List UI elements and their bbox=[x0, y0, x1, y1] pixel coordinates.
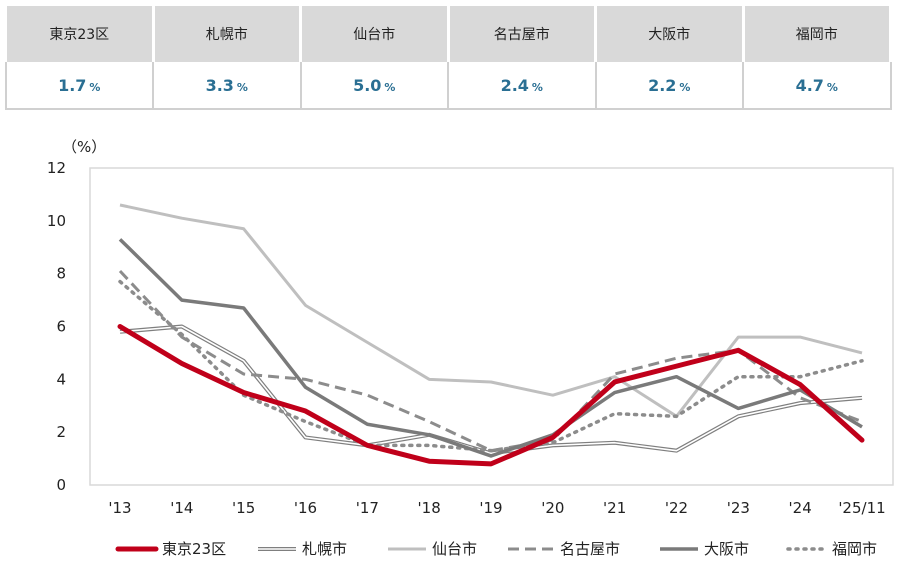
y-tick-label: 10 bbox=[47, 212, 66, 230]
x-tick-label: '19 bbox=[479, 499, 502, 517]
x-tick-label: '13 bbox=[108, 499, 131, 517]
x-tick-label: '18 bbox=[418, 499, 441, 517]
x-tick-label: '24 bbox=[789, 499, 812, 517]
x-tick-label: '14 bbox=[170, 499, 193, 517]
x-tick-label: '23 bbox=[727, 499, 750, 517]
series-line-1-outer bbox=[120, 327, 862, 454]
x-tick-label: '21 bbox=[603, 499, 626, 517]
legend-label: 札幌市 bbox=[302, 540, 347, 558]
x-tick-label: '17 bbox=[356, 499, 379, 517]
x-tick-label: '20 bbox=[541, 499, 564, 517]
series-line-1-inner bbox=[120, 327, 862, 454]
x-tick-label: '16 bbox=[294, 499, 317, 517]
x-tick-label: '15 bbox=[232, 499, 255, 517]
series-line-3 bbox=[120, 271, 862, 451]
legend-label: 大阪市 bbox=[704, 540, 749, 558]
x-tick-label: '25/11 bbox=[838, 499, 885, 517]
y-tick-label: 6 bbox=[56, 318, 66, 336]
y-tick-label: 2 bbox=[56, 423, 66, 441]
series-line-4 bbox=[120, 239, 862, 456]
legend-label: 福岡市 bbox=[832, 540, 877, 558]
plot-area-frame bbox=[90, 168, 893, 485]
series-line-0 bbox=[120, 327, 862, 464]
legend-label: 仙台市 bbox=[432, 540, 477, 558]
legend-label: 東京23区 bbox=[162, 540, 226, 558]
y-tick-label: 0 bbox=[56, 476, 66, 494]
x-tick-label: '22 bbox=[665, 499, 688, 517]
y-tick-label: 8 bbox=[56, 265, 66, 283]
y-axis-unit-label: （%） bbox=[62, 138, 106, 156]
y-tick-label: 12 bbox=[47, 159, 66, 177]
legend-label: 名古屋市 bbox=[560, 540, 620, 558]
y-tick-label: 4 bbox=[56, 370, 66, 388]
